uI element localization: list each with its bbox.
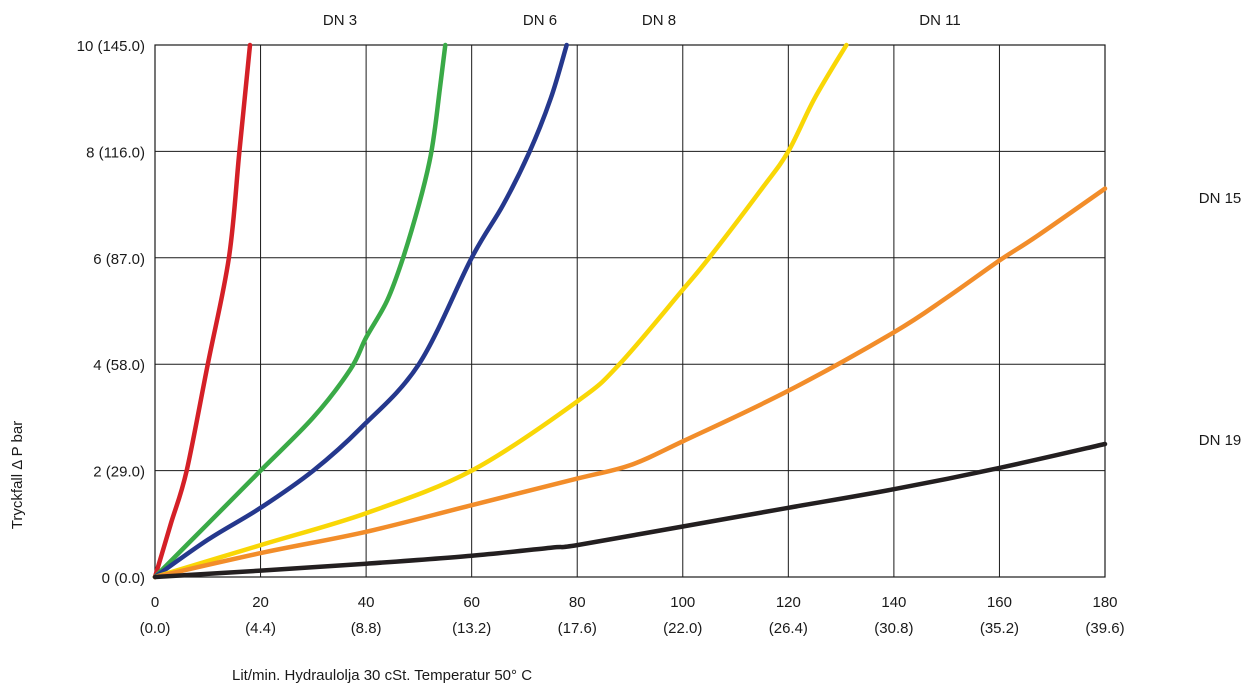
- series-label-dn8: DN 8: [642, 12, 676, 29]
- x-tick-label: 60: [463, 594, 480, 611]
- x-tick-label: 80: [569, 594, 586, 611]
- x-tick-sublabel: (17.6): [558, 620, 597, 637]
- y-tick-label: 10 (145.0): [77, 38, 145, 55]
- x-tick-label: 0: [151, 594, 159, 611]
- series-line-dn11: [152, 42, 849, 580]
- y-tick-label: 6 (87.0): [93, 251, 145, 268]
- y-tick-label: 4 (58.0): [93, 357, 145, 374]
- series-line-dn3: [152, 42, 253, 580]
- x-tick-label: 140: [881, 594, 906, 611]
- x-tick-sublabel: (26.4): [769, 620, 808, 637]
- x-tick-label: 20: [252, 594, 269, 611]
- x-tick-sublabel: (8.8): [351, 620, 382, 637]
- y-tick-label: 0 (0.0): [102, 570, 145, 587]
- series-line-dn15: [152, 186, 1108, 580]
- x-axis-label: Lit/min. Hydraulolja 30 cSt. Temperatur …: [232, 667, 532, 684]
- grid-lines: [154, 44, 1106, 578]
- x-tick-sublabel: (39.6): [1085, 620, 1124, 637]
- x-tick-sublabel: (4.4): [245, 620, 276, 637]
- x-tick-sublabel: (22.0): [663, 620, 702, 637]
- x-tick-sublabel: (35.2): [980, 620, 1019, 637]
- series-line-dn19: [152, 441, 1108, 580]
- series-label-dn3: DN 3: [323, 12, 357, 29]
- x-tick-label: 100: [670, 594, 695, 611]
- series-label-dn11: DN 11: [919, 12, 960, 29]
- series-line-dn8: [152, 42, 569, 580]
- x-tick-label: 160: [987, 594, 1012, 611]
- y-tick-label: 8 (116.0): [86, 144, 145, 161]
- y-tick-label: 2 (29.0): [93, 464, 145, 481]
- x-tick-label: 120: [776, 594, 801, 611]
- x-tick-sublabel: (30.8): [874, 620, 913, 637]
- y-tick-labels: 0 (0.0) 2 (29.0) 4 (58.0) 6 (87.0) 8 (116.0)…: [77, 38, 145, 587]
- series-label-dn15: DN 15: [1199, 190, 1242, 207]
- x-tick-sublabel: (0.0): [140, 620, 171, 637]
- series-label-dn19: DN 19: [1199, 432, 1242, 449]
- x-tick-sublabel: (13.2): [452, 620, 491, 637]
- x-tick-label: 40: [358, 594, 375, 611]
- y-axis-label: Tryckfall Δ P bar: [9, 421, 26, 529]
- series-line-dn6: [152, 42, 448, 580]
- series-lines: [152, 42, 1108, 580]
- series-label-dn6: DN 6: [523, 12, 557, 29]
- x-tick-label: 180: [1092, 594, 1117, 611]
- x-tick-labels: 0 (0.0) 20 (4.4) 40 (8.8) 60 (13.2) 80 (17.6) 100 (…: [140, 594, 1125, 637]
- plot-frame: [154, 44, 1106, 578]
